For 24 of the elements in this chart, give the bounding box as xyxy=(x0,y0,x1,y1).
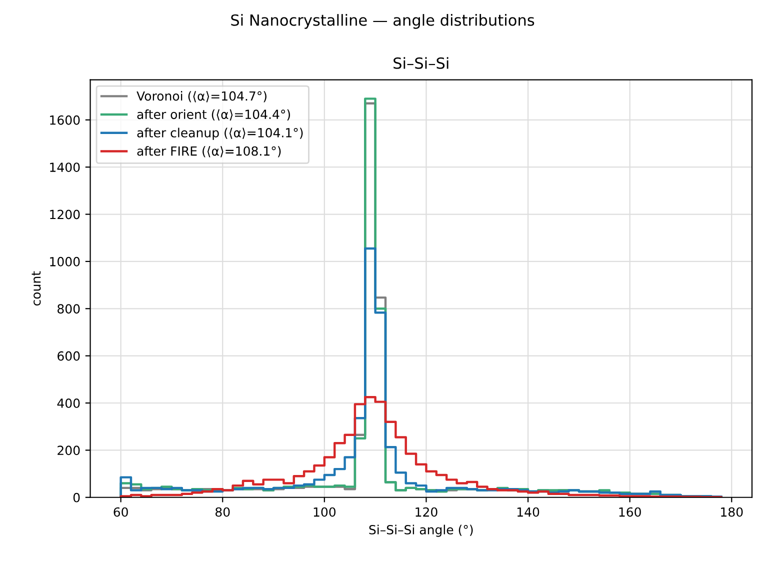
y-tick-label: 600 xyxy=(58,351,80,361)
x-tick-label: 80 xyxy=(216,507,230,517)
chart-title: Si–Si–Si xyxy=(394,57,448,69)
y-tick-label: 1000 xyxy=(50,256,80,266)
y-tick-label: 200 xyxy=(58,446,80,456)
y-tick-label: 1600 xyxy=(50,115,80,125)
x-tick-label: 180 xyxy=(721,507,743,517)
legend-label: Voronoi (⟨α⟩=104.7°) xyxy=(136,91,266,102)
chart-subtitle: Si Nanocrystalline — angle distributions xyxy=(231,14,534,29)
y-tick-label: 400 xyxy=(57,398,80,408)
x-axis-title: Si–Si–Si angle (°) xyxy=(369,524,473,537)
y-tick-label: 0 xyxy=(73,492,80,502)
y-tick-label: 800 xyxy=(58,304,80,314)
legend-label: after cleanup (⟨α⟩=104.1°) xyxy=(137,128,303,140)
y-axis-title: count xyxy=(32,271,41,306)
legend-label: after orient (⟨α⟩=104.4°) xyxy=(137,109,290,121)
y-tick-label: 1400 xyxy=(50,162,80,172)
x-tick-label: 140 xyxy=(517,507,540,517)
x-tick-label: 60 xyxy=(114,507,128,517)
x-tick-label: 120 xyxy=(416,507,438,517)
x-tick-label: 160 xyxy=(619,507,641,517)
y-tick-label: 1200 xyxy=(50,210,80,220)
x-tick-label: 100 xyxy=(314,507,336,517)
legend-label: after FIRE (⟨α⟩=108.1°) xyxy=(137,146,281,158)
